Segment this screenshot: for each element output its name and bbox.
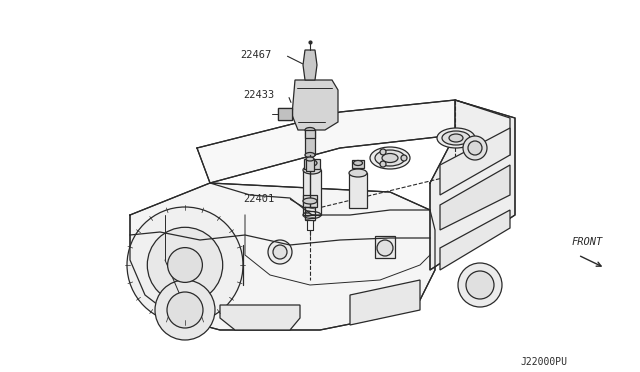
Circle shape (268, 240, 292, 264)
Ellipse shape (353, 160, 362, 166)
Text: J22000PU: J22000PU (520, 357, 567, 367)
Polygon shape (303, 50, 317, 80)
Text: FRONT: FRONT (572, 237, 604, 247)
Ellipse shape (306, 157, 314, 161)
Circle shape (168, 248, 202, 282)
Circle shape (155, 280, 215, 340)
Ellipse shape (449, 134, 463, 142)
Polygon shape (440, 210, 510, 270)
Ellipse shape (349, 169, 367, 177)
Polygon shape (278, 108, 292, 120)
Ellipse shape (382, 154, 398, 163)
Text: 22401: 22401 (243, 194, 275, 204)
Ellipse shape (305, 153, 315, 157)
Circle shape (468, 141, 482, 155)
Circle shape (127, 207, 243, 323)
Circle shape (147, 227, 223, 303)
Polygon shape (220, 305, 300, 330)
Circle shape (463, 136, 487, 160)
Polygon shape (292, 80, 338, 130)
Polygon shape (440, 165, 510, 230)
Ellipse shape (307, 160, 317, 166)
Bar (305, 130, 315, 138)
Ellipse shape (370, 147, 410, 169)
Bar (303, 195, 317, 207)
Circle shape (458, 263, 502, 307)
Circle shape (273, 245, 287, 259)
Circle shape (380, 161, 386, 167)
Ellipse shape (305, 128, 315, 132)
Ellipse shape (442, 131, 470, 145)
Bar (305, 130, 315, 155)
Bar (349, 173, 367, 208)
Circle shape (377, 240, 393, 256)
Bar (352, 160, 364, 168)
Bar (375, 236, 395, 258)
Circle shape (401, 155, 407, 161)
Bar (303, 170, 321, 215)
Polygon shape (350, 280, 420, 325)
Bar (305, 207, 315, 220)
Ellipse shape (303, 166, 321, 174)
Bar (278, 108, 292, 120)
Polygon shape (430, 100, 515, 270)
Ellipse shape (303, 198, 317, 204)
Polygon shape (130, 183, 435, 330)
Polygon shape (440, 128, 510, 195)
Ellipse shape (375, 150, 405, 166)
Ellipse shape (437, 128, 475, 148)
Text: 22467: 22467 (240, 50, 271, 60)
Bar (304, 159, 320, 169)
Circle shape (466, 271, 494, 299)
Text: 22433: 22433 (243, 90, 275, 100)
Circle shape (380, 149, 386, 155)
Circle shape (167, 292, 203, 328)
Bar (306, 159, 314, 171)
Polygon shape (197, 100, 510, 183)
